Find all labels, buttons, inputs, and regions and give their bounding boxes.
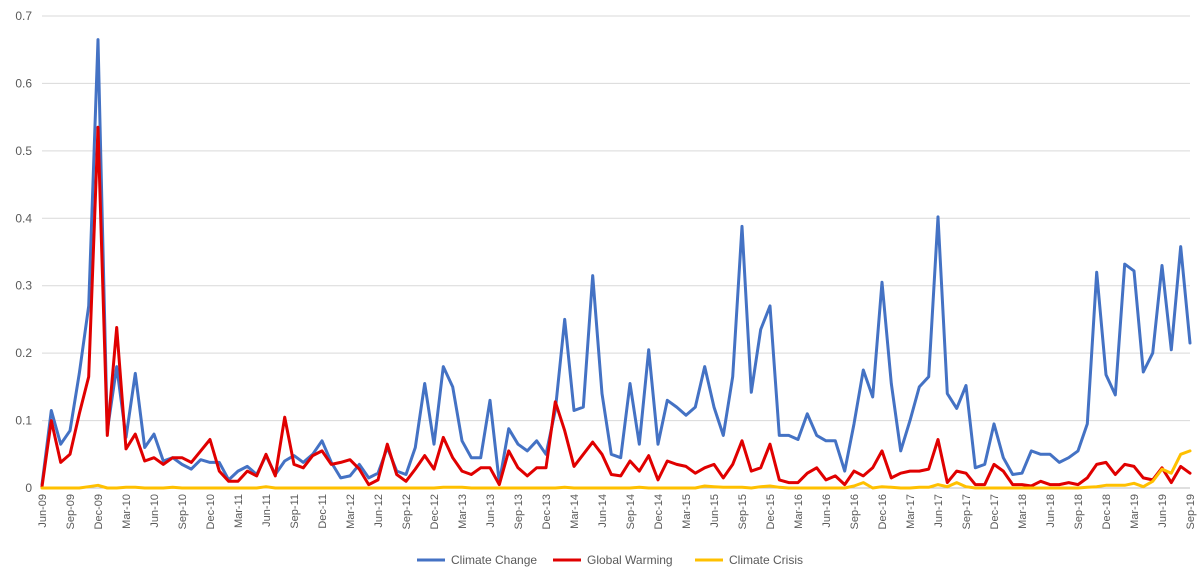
series-line-global-warming: [40, 125, 1192, 489]
x-tick-label: Mar-10: [121, 494, 133, 529]
y-tick-label: 0: [25, 481, 32, 495]
x-tick-label: Jun-16: [821, 494, 833, 528]
x-tick-label: Jun-10: [149, 494, 161, 528]
x-tick-label: Mar-15: [681, 494, 693, 529]
x-tick-label: Sep-17: [961, 494, 973, 529]
series-lines: [40, 38, 1192, 490]
x-tick-label: Mar-11: [233, 494, 245, 528]
x-tick-label: Jun-13: [485, 494, 497, 528]
x-tick-label: Mar-13: [457, 494, 469, 529]
y-axis-ticks: 0 0.1 0.2 0.3 0.4 0.5 0.6 0.7: [15, 9, 32, 495]
x-tick-label: Sep-14: [625, 494, 637, 529]
x-tick-label: Jun-17: [933, 494, 945, 528]
x-tick-label: Mar-18: [1017, 494, 1029, 529]
x-tick-label: Jun-18: [1045, 494, 1057, 528]
x-tick-label: Jun-14: [597, 494, 609, 528]
x-tick-label: Mar-14: [569, 494, 581, 529]
y-tick-label: 0.6: [15, 76, 32, 90]
x-tick-label: Dec-10: [205, 494, 217, 529]
x-tick-label: Jun-12: [373, 494, 385, 528]
x-tick-label: Sep-12: [401, 494, 413, 529]
x-tick-label: Jun-09: [37, 494, 49, 528]
x-tick-label: Dec-09: [93, 494, 105, 529]
x-tick-label: Dec-12: [429, 494, 441, 529]
y-tick-label: 0.3: [15, 279, 32, 293]
x-tick-label: Sep-10: [177, 494, 189, 529]
x-tick-label: Dec-14: [653, 494, 665, 529]
x-tick-label: Sep-19: [1185, 494, 1197, 529]
y-tick-label: 0.7: [15, 9, 32, 23]
x-tick-label: Jun-11: [261, 494, 273, 527]
y-tick-label: 0.2: [15, 346, 32, 360]
legend-label: Climate Change: [451, 553, 537, 567]
x-tick-label: Sep-16: [849, 494, 861, 529]
legend-label: Global Warming: [587, 553, 673, 567]
series-line-climate-crisis: [40, 449, 1192, 490]
x-tick-label: Mar-19: [1129, 494, 1141, 529]
x-tick-label: Mar-12: [345, 494, 357, 529]
x-tick-label: Sep-18: [1073, 494, 1085, 529]
gridlines: [42, 15, 1190, 489]
y-tick-label: 0.4: [15, 211, 32, 225]
x-tick-label: Dec-17: [989, 494, 1001, 529]
x-tick-label: Sep-15: [737, 494, 749, 529]
y-tick-label: 0.5: [15, 144, 32, 158]
x-tick-label: Mar-16: [793, 494, 805, 529]
x-tick-label: Sep-09: [65, 494, 77, 529]
x-tick-label: Mar-17: [905, 494, 917, 529]
x-tick-label: Dec-15: [765, 494, 777, 529]
legend: Climate Change Global Warming Climate Cris…: [417, 553, 803, 567]
x-tick-label: Jun-19: [1157, 494, 1169, 528]
x-tick-label: Sep-11: [289, 494, 301, 529]
series-line-climate-change: [40, 38, 1192, 487]
x-tick-label: Jun-15: [709, 494, 721, 528]
x-tick-label: Dec-13: [541, 494, 553, 529]
legend-label: Climate Crisis: [729, 553, 803, 567]
x-tick-label: Dec-16: [877, 494, 889, 529]
x-tick-label: Sep-13: [513, 494, 525, 529]
x-tick-label: Dec-18: [1101, 494, 1113, 529]
x-axis-ticks: Jun-09 Sep-09 Dec-09 Mar-10 Jun-10 Sep-10 Dec-…: [37, 494, 1197, 529]
y-tick-label: 0.1: [15, 414, 32, 428]
x-tick-label: Dec-11: [317, 494, 329, 529]
